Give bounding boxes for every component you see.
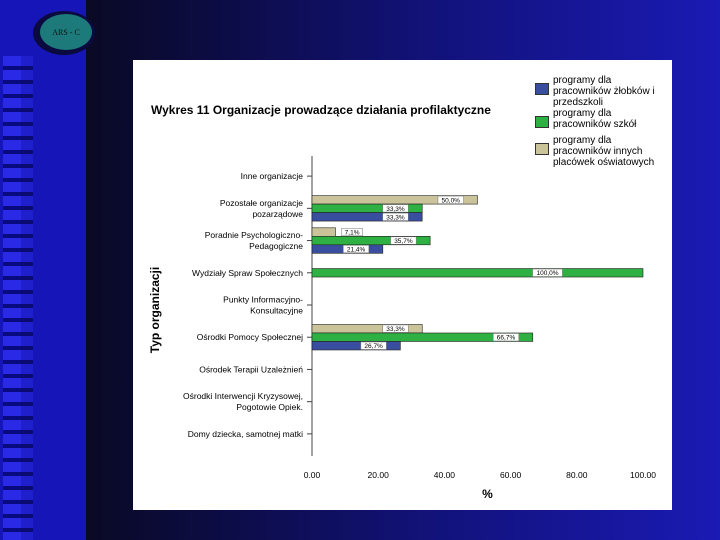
data-label-box bbox=[532, 268, 563, 277]
data-label-box bbox=[382, 204, 409, 213]
data-label: 33,3% bbox=[386, 214, 405, 221]
x-tick-label: 20.00 bbox=[368, 470, 390, 480]
legend-label: programy dla pracowników żłobków i przed… bbox=[553, 75, 655, 108]
data-label: 33,3% bbox=[386, 326, 405, 333]
legend-swatch bbox=[535, 83, 549, 95]
data-label: 7,1% bbox=[345, 230, 360, 237]
data-label: 33,3% bbox=[386, 206, 405, 213]
data-label: 66,7% bbox=[497, 335, 516, 342]
x-tick-label: 40.00 bbox=[434, 470, 456, 480]
legend-item: programy dla pracowników szkół bbox=[535, 108, 670, 135]
data-label-box bbox=[390, 236, 417, 245]
data-label-box bbox=[343, 245, 370, 254]
data-label: 50,0% bbox=[442, 197, 461, 204]
x-tick-label: 0.00 bbox=[304, 470, 321, 480]
legend-label: programy dla pracowników szkół bbox=[553, 108, 637, 130]
decorative-squares bbox=[3, 56, 21, 540]
logo: ARS - C bbox=[40, 14, 92, 50]
data-label-box bbox=[493, 333, 520, 342]
data-label-box bbox=[382, 324, 409, 333]
bar bbox=[311, 332, 534, 342]
data-label-box bbox=[437, 195, 464, 204]
data-label: 35,7% bbox=[394, 238, 413, 245]
legend-item: programy dla pracowników żłobków i przed… bbox=[535, 75, 670, 108]
data-label-box bbox=[382, 212, 409, 221]
chart-canvas: 0.00 20.00 40.00 60.00 80.00 100.00% Typ organ… bbox=[148, 156, 656, 501]
x-axis-title: % bbox=[482, 487, 493, 501]
x-tick-label: 80.00 bbox=[566, 470, 588, 480]
category-label: Ośrodki Interwencji Kryzysowej, Pogotowie… bbox=[183, 391, 303, 412]
bar bbox=[311, 268, 644, 278]
category-label: Pozostałe organizacje pozarządowe bbox=[220, 198, 303, 219]
bar bbox=[311, 341, 401, 351]
chart-title: Wykres 11 Organizacje prowadzące działan… bbox=[151, 103, 491, 117]
data-label-box bbox=[341, 228, 363, 237]
data-label-box bbox=[360, 341, 387, 350]
bar bbox=[311, 212, 423, 222]
chart-panel: Wykres 11 Organizacje prowadzące działan… bbox=[133, 60, 672, 510]
legend-swatch bbox=[535, 143, 549, 155]
legend-swatch bbox=[535, 116, 549, 128]
category-label: Inne organizacje bbox=[241, 171, 304, 181]
data-label: 21,4% bbox=[347, 247, 366, 254]
x-tick-label: 100.00 bbox=[630, 470, 656, 480]
bar bbox=[311, 227, 336, 237]
category-label: Punkty Informacyjno-Konsultacyjne bbox=[223, 295, 303, 316]
y-axis-title: Typ organizacji bbox=[148, 267, 162, 353]
logo-text: ARS - C bbox=[52, 27, 80, 37]
data-label: 26,7% bbox=[364, 343, 383, 350]
legend-item: programy dla pracowników innych placówek… bbox=[535, 135, 670, 168]
category-label: Wydziały Spraw Społecznych bbox=[192, 268, 303, 278]
legend-label: programy dla pracowników innych placówek… bbox=[553, 135, 655, 168]
category-label: Domy dziecka, samotnej matki bbox=[188, 429, 303, 439]
category-label: Ośrodek Terapii Uzależnień bbox=[199, 364, 303, 374]
legend: programy dla pracowników żłobków i przed… bbox=[535, 75, 670, 168]
category-label: Poradnie Psychologiczno-Pedagogiczne bbox=[205, 230, 304, 251]
category-label: Ośrodki Pomocy Społecznej bbox=[197, 332, 303, 342]
decorative-squares-inner bbox=[21, 56, 33, 540]
data-label: 100,0% bbox=[536, 270, 558, 277]
x-tick-label: 60.00 bbox=[500, 470, 522, 480]
